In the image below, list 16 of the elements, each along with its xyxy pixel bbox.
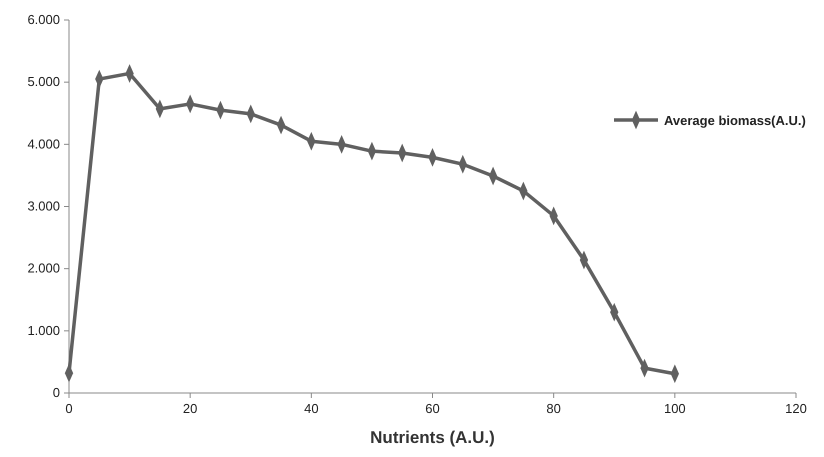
x-tick-label: 60 <box>425 401 440 416</box>
x-tick-label: 80 <box>546 401 561 416</box>
y-tick-label: 1.000 <box>27 322 60 338</box>
y-tick-label: 0 <box>52 385 60 400</box>
x-tick-label: 40 <box>304 401 319 416</box>
y-tick-label: 5.000 <box>27 74 60 90</box>
legend-label: Average biomass(A.U.) <box>664 113 806 128</box>
y-tick-label: 6.000 <box>27 12 60 27</box>
x-axis-title: Nutrients (A.U.) <box>370 428 495 447</box>
x-tick-label: 0 <box>65 401 73 416</box>
x-tick-label: 120 <box>785 401 807 416</box>
y-tick-label: 4.000 <box>27 136 60 152</box>
x-tick-label: 20 <box>182 401 198 416</box>
x-tick-label: 100 <box>664 401 686 416</box>
y-tick-label: 2.000 <box>27 260 60 276</box>
y-tick-label: 3.000 <box>27 198 60 214</box>
